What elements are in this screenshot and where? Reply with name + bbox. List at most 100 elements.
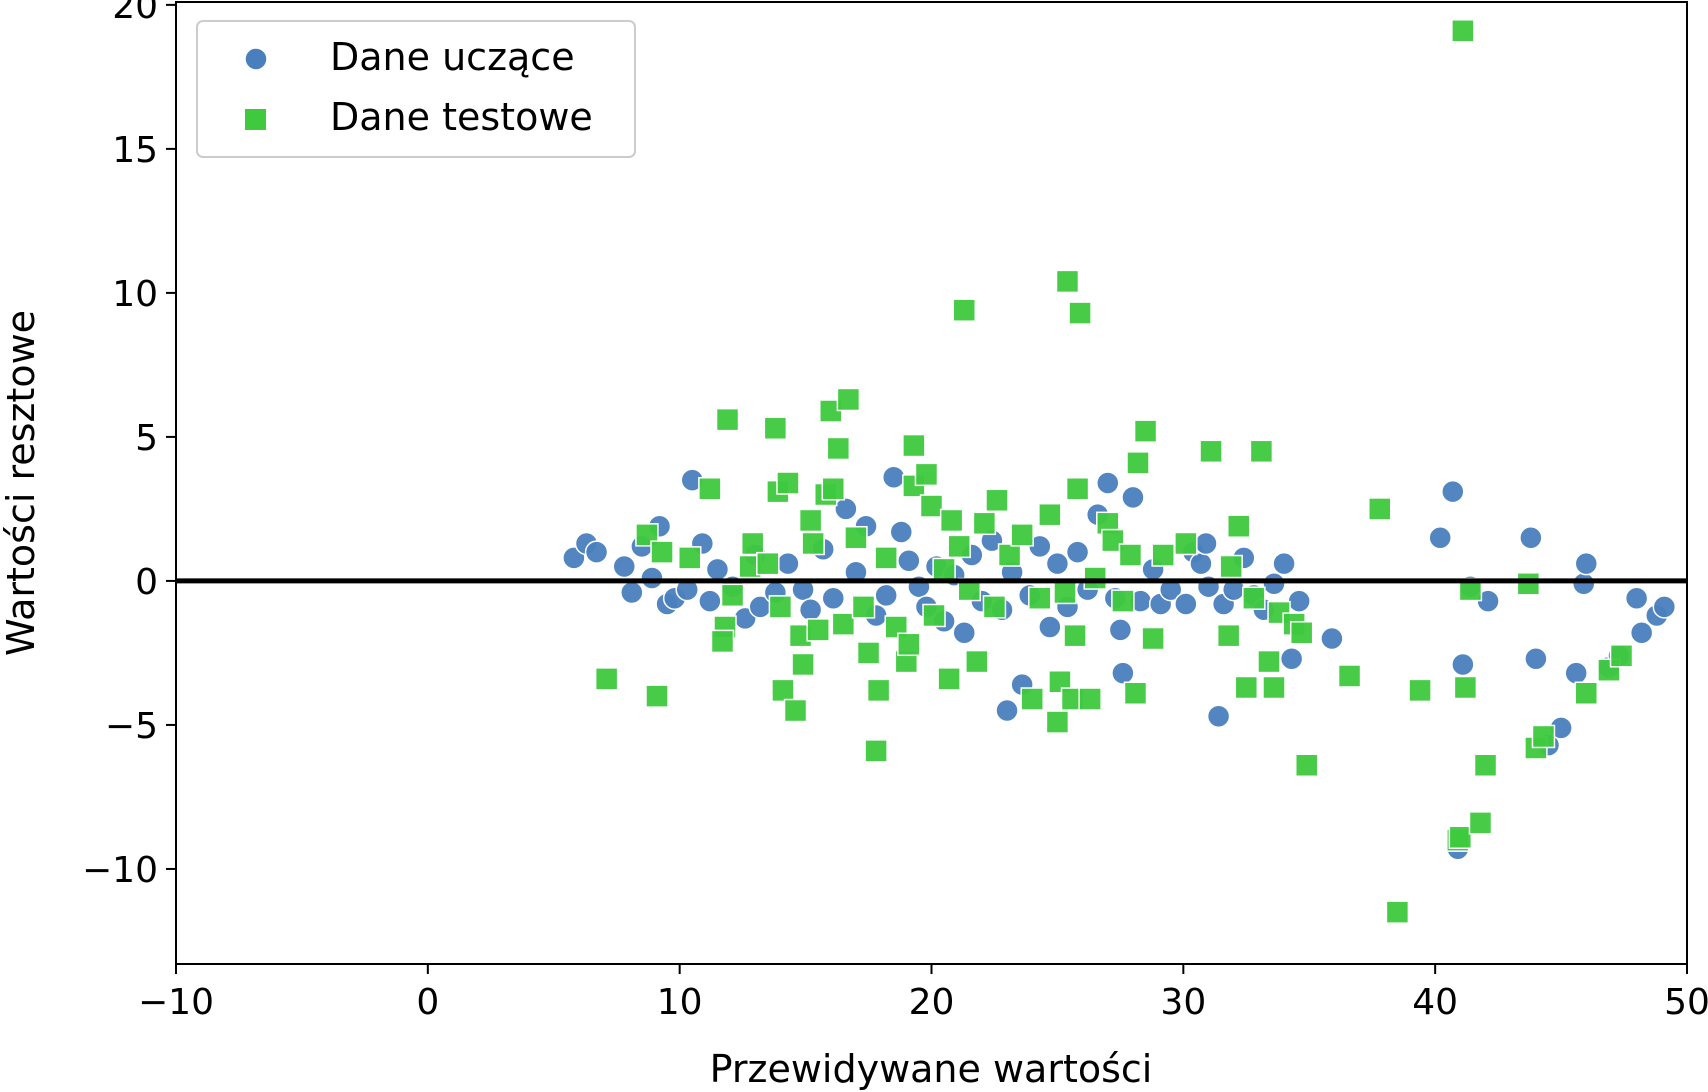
training-point — [995, 698, 1019, 723]
training-point — [1279, 646, 1304, 671]
x-tick-label: 30 — [1160, 982, 1206, 1023]
training-point — [889, 520, 914, 544]
test-point — [1451, 19, 1475, 43]
test-point — [771, 678, 795, 703]
test-point — [844, 525, 868, 550]
test-point — [783, 698, 808, 723]
test-point — [677, 546, 702, 570]
y-axis: −10 −5 0 5 10 15 20 — [82, 0, 176, 891]
test-point — [1574, 681, 1599, 706]
test-point — [914, 462, 939, 487]
test-point — [947, 534, 971, 559]
test-point — [997, 543, 1022, 567]
test-point — [698, 477, 722, 501]
test-point — [715, 407, 740, 432]
training-point — [1519, 525, 1543, 550]
test-point — [1126, 451, 1150, 475]
test-point — [1078, 687, 1102, 711]
test-point — [1262, 675, 1286, 700]
test-point — [1053, 580, 1077, 605]
test-point — [1083, 566, 1107, 590]
test-point — [1028, 586, 1052, 610]
test-point — [866, 678, 891, 703]
training-point — [1108, 618, 1133, 642]
test-point — [856, 641, 881, 665]
training-point — [1441, 479, 1465, 504]
training-point — [798, 597, 823, 622]
training-point — [1262, 572, 1286, 596]
test-point — [1174, 531, 1198, 556]
test-point — [1065, 477, 1090, 501]
test-point — [952, 298, 976, 322]
test-point — [1609, 644, 1634, 668]
training-point — [1624, 586, 1649, 610]
test-point — [1453, 675, 1478, 700]
test-point — [919, 494, 944, 518]
x-tick-label: 40 — [1412, 982, 1458, 1023]
x-axis-label: Przewidywane wartości — [710, 1047, 1153, 1091]
test-point — [982, 595, 1007, 619]
y-tick-label: 10 — [112, 274, 158, 315]
training-point — [620, 580, 644, 605]
legend-square-icon — [245, 109, 266, 130]
test-point — [1048, 669, 1072, 694]
test-point — [1531, 724, 1556, 749]
x-axis: −10 0 10 20 30 40 50 — [138, 964, 1708, 1023]
training-point — [584, 540, 609, 564]
training-point — [1121, 485, 1145, 510]
test-point — [791, 652, 815, 677]
test-point — [1242, 586, 1266, 610]
test-point — [864, 739, 888, 763]
training-point — [881, 465, 906, 489]
test-point — [1337, 664, 1362, 688]
test-point — [1216, 623, 1241, 648]
test-point — [1257, 649, 1281, 674]
test-point — [1385, 900, 1410, 924]
x-tick-label: 50 — [1664, 982, 1708, 1023]
test-point — [1294, 753, 1319, 778]
training-point — [1451, 652, 1475, 677]
y-tick-label: 15 — [112, 130, 158, 171]
test-point — [1101, 528, 1125, 553]
training-point — [1189, 551, 1213, 576]
test-point — [1448, 825, 1473, 850]
training-point — [1428, 525, 1452, 550]
training-point — [1038, 615, 1062, 639]
test-point — [826, 436, 851, 461]
test-point — [806, 618, 830, 642]
training-point — [640, 566, 664, 590]
test-point — [710, 629, 735, 654]
training-point — [952, 621, 976, 645]
test-point — [1199, 439, 1223, 464]
test-point — [1141, 626, 1165, 651]
legend-label-test: Dane testowe — [330, 95, 593, 139]
test-point — [884, 615, 908, 639]
training-point — [705, 557, 730, 582]
training-point — [1524, 646, 1548, 671]
points-layer — [562, 19, 1677, 924]
test-point — [902, 433, 926, 458]
test-point — [985, 488, 1009, 513]
x-tick-label: 0 — [416, 982, 439, 1023]
test-point — [1151, 543, 1175, 567]
series-test-points — [594, 19, 1634, 924]
test-point — [1045, 710, 1070, 734]
training-point — [1065, 540, 1090, 564]
test-point — [650, 540, 674, 564]
training-point — [612, 554, 637, 579]
test-point — [1368, 497, 1392, 521]
test-point — [1234, 675, 1259, 700]
training-point — [821, 586, 846, 610]
test-point — [740, 531, 765, 556]
legend-label-training: Dane uczące — [330, 35, 575, 79]
test-point — [937, 667, 961, 691]
test-point — [939, 508, 964, 533]
legend-box — [196, 20, 636, 158]
test-point — [1226, 514, 1251, 538]
training-point — [1564, 661, 1588, 685]
test-point — [756, 551, 780, 576]
test-point — [851, 595, 876, 619]
test-point — [1063, 623, 1087, 648]
test-point — [1020, 687, 1044, 711]
test-point — [1055, 269, 1080, 294]
